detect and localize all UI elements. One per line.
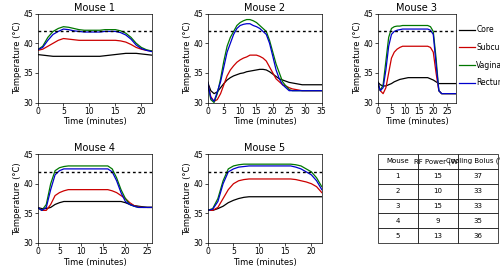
Text: Subcu: Subcu <box>476 43 500 52</box>
X-axis label: Time (minutes): Time (minutes) <box>63 257 126 266</box>
X-axis label: Time (minutes): Time (minutes) <box>384 117 448 126</box>
Title: Mouse 1: Mouse 1 <box>74 3 115 13</box>
Title: Mouse 4: Mouse 4 <box>74 143 115 153</box>
Y-axis label: Temperature (°C): Temperature (°C) <box>13 162 22 235</box>
Y-axis label: Temperature (°C): Temperature (°C) <box>13 22 22 94</box>
Title: Mouse 2: Mouse 2 <box>244 3 285 13</box>
Title: Mouse 3: Mouse 3 <box>396 3 437 13</box>
X-axis label: Time (minutes): Time (minutes) <box>233 117 296 126</box>
X-axis label: Time (minutes): Time (minutes) <box>233 257 296 266</box>
Text: Rectum: Rectum <box>476 78 500 87</box>
Y-axis label: Temperature (°C): Temperature (°C) <box>183 22 192 94</box>
Y-axis label: Temperature (°C): Temperature (°C) <box>183 162 192 235</box>
Text: Vagina: Vagina <box>476 61 500 70</box>
Title: Mouse 5: Mouse 5 <box>244 143 285 153</box>
Y-axis label: Temperature (°C): Temperature (°C) <box>353 22 362 94</box>
X-axis label: Time (minutes): Time (minutes) <box>63 117 126 126</box>
Text: Core: Core <box>476 25 494 34</box>
